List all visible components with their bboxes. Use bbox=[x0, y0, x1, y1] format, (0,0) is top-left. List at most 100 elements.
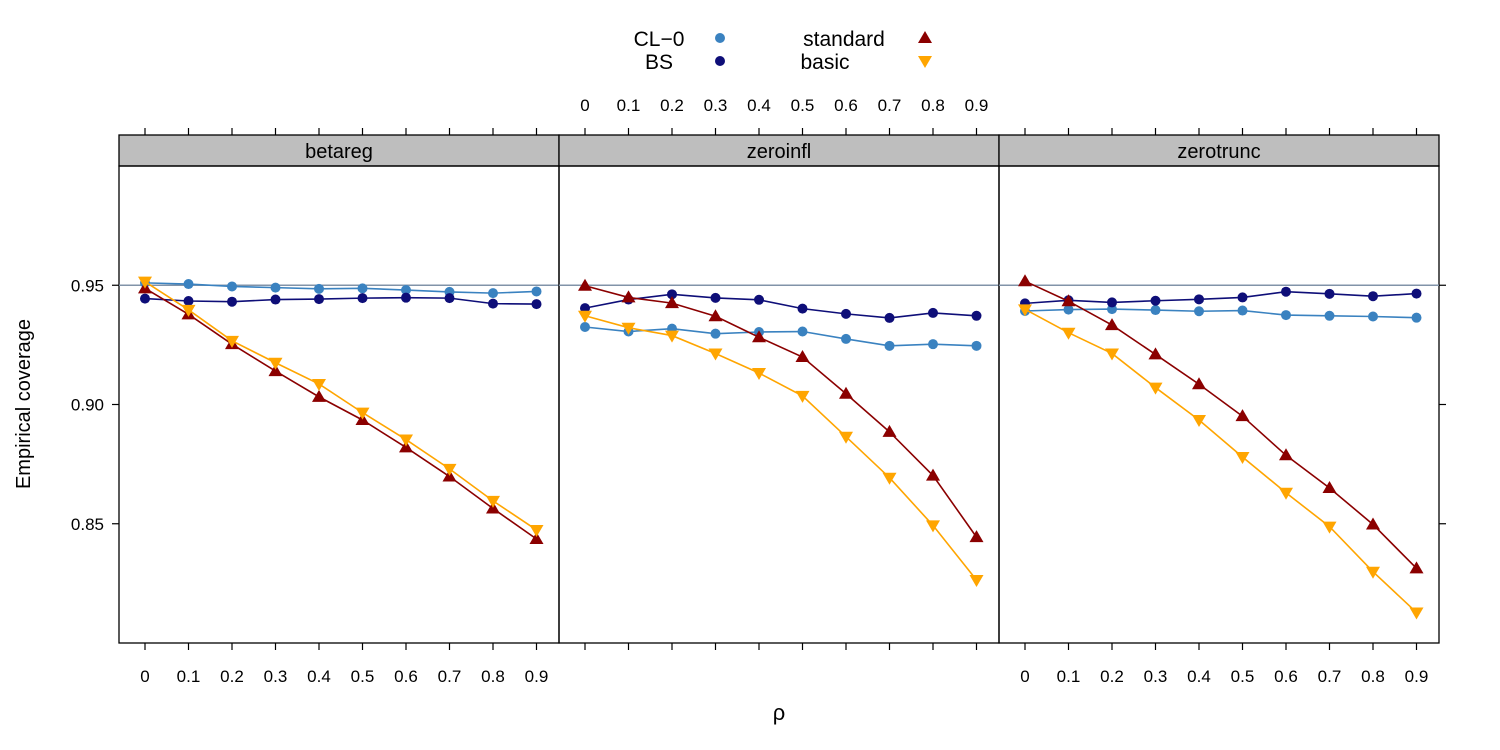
plot-frame-zeroinfl bbox=[558, 165, 1000, 644]
data-point-basic bbox=[486, 495, 500, 508]
series-line-bs bbox=[1024, 290, 1417, 305]
strip-betareg bbox=[118, 134, 560, 167]
data-point-cl0 bbox=[797, 326, 808, 337]
data-point-bs bbox=[580, 303, 590, 314]
series-line-cl0 bbox=[1024, 308, 1417, 319]
x-tick-label: 0.3 bbox=[264, 667, 288, 686]
data-point-basic bbox=[926, 520, 940, 533]
data-point-standard bbox=[1061, 294, 1076, 307]
data-point-bs bbox=[797, 303, 808, 314]
data-point-cl0 bbox=[357, 283, 368, 294]
data-point-cl0 bbox=[1411, 312, 1422, 323]
data-point-bs bbox=[488, 298, 498, 309]
data-point-basic bbox=[1366, 566, 1380, 579]
data-point-basic bbox=[1322, 521, 1337, 534]
x-tick-label: 0 bbox=[140, 667, 149, 686]
data-point-bs bbox=[884, 312, 895, 323]
x-tick-label-top: 0.5 bbox=[791, 96, 815, 115]
x-tick-label-top: 0.6 bbox=[834, 96, 858, 115]
data-point-standard bbox=[882, 424, 897, 437]
data-point-basic bbox=[621, 322, 636, 335]
data-point-cl0 bbox=[1063, 304, 1074, 315]
data-point-basic bbox=[1279, 487, 1293, 500]
x-tick-label: 0.2 bbox=[1100, 667, 1124, 686]
data-point-cl0 bbox=[183, 279, 194, 290]
data-point-standard bbox=[1148, 347, 1163, 360]
x-tick-label: 0.4 bbox=[1187, 667, 1211, 686]
x-tick-label-top: 0.7 bbox=[878, 96, 902, 115]
panel-zeroinfl: zeroinfl 0 0.1 0.2 0.3 0.4 0.5 0.6 0.7 0.8 0.9 bbox=[558, 96, 1000, 650]
data-point-cl0 bbox=[841, 333, 851, 344]
data-point-bs bbox=[444, 293, 455, 304]
data-point-basic bbox=[355, 407, 370, 420]
data-point-standard bbox=[795, 350, 810, 363]
y-tick-label: 0.90 bbox=[71, 396, 104, 415]
data-point-bs bbox=[357, 293, 368, 304]
data-point-basic bbox=[1409, 607, 1424, 620]
series-line-standard bbox=[584, 284, 978, 538]
data-point-cl0 bbox=[314, 283, 324, 294]
data-point-standard bbox=[1279, 448, 1293, 461]
data-point-basic bbox=[268, 357, 283, 370]
x-tick-label: 0.6 bbox=[1274, 667, 1298, 686]
data-point-basic bbox=[181, 304, 196, 317]
data-point-bs bbox=[1368, 291, 1378, 302]
data-point-basic bbox=[839, 431, 853, 444]
data-point-standard bbox=[926, 468, 940, 481]
series-line-standard bbox=[1024, 280, 1418, 569]
legend-label-bs: BS bbox=[645, 51, 673, 74]
data-point-standard bbox=[1322, 480, 1337, 493]
series-line-basic bbox=[584, 315, 978, 581]
x-tick-label: 0.2 bbox=[220, 667, 244, 686]
y-tick-label: 0.95 bbox=[71, 276, 104, 295]
x-tick-label: 0.7 bbox=[438, 667, 462, 686]
data-point-standard bbox=[665, 296, 679, 309]
data-point-bs bbox=[401, 292, 411, 303]
data-point-standard bbox=[1409, 561, 1424, 574]
data-point-standard bbox=[969, 530, 984, 543]
strip-zerotrunc bbox=[998, 134, 1440, 167]
data-point-cl0 bbox=[1237, 305, 1248, 316]
data-point-cl0 bbox=[580, 321, 590, 332]
x-tick-label-top: 0.4 bbox=[747, 96, 771, 115]
data-point-bs bbox=[1411, 288, 1422, 299]
x-tick-label: 0.4 bbox=[307, 667, 331, 686]
data-point-cl0 bbox=[1150, 305, 1161, 316]
data-point-basic bbox=[795, 390, 810, 403]
data-point-cl0 bbox=[227, 281, 237, 292]
x-tick-label: 0.5 bbox=[351, 667, 375, 686]
data-point-basic bbox=[578, 310, 592, 323]
data-point-standard bbox=[752, 330, 766, 343]
data-point-standard bbox=[621, 290, 636, 303]
data-point-standard bbox=[1235, 409, 1250, 422]
data-point-bs bbox=[1324, 288, 1335, 299]
data-point-cl0 bbox=[928, 339, 938, 350]
x-tick-label-top: 0.8 bbox=[921, 96, 945, 115]
x-tick-label: 0.6 bbox=[394, 667, 418, 686]
data-point-cl0 bbox=[531, 286, 542, 297]
data-point-standard bbox=[268, 364, 283, 377]
data-point-standard bbox=[1366, 517, 1380, 530]
y-axis: 0.85 0.90 0.95 bbox=[71, 276, 1446, 534]
data-point-cl0 bbox=[1324, 310, 1335, 321]
data-point-cl0 bbox=[884, 340, 895, 351]
data-point-bs bbox=[227, 296, 237, 307]
data-point-basic bbox=[1148, 382, 1163, 395]
data-point-standard bbox=[529, 532, 544, 545]
data-point-cl0 bbox=[401, 285, 411, 296]
data-point-bs bbox=[314, 294, 324, 305]
x-tick-label: 0 bbox=[1020, 667, 1029, 686]
x-tick-label: 0.8 bbox=[481, 667, 505, 686]
plot-frame-betareg bbox=[118, 165, 560, 644]
data-point-basic bbox=[1235, 451, 1250, 464]
x-tick-label: 0.5 bbox=[1231, 667, 1255, 686]
data-point-bs bbox=[971, 310, 982, 321]
data-point-basic bbox=[442, 463, 457, 476]
data-point-bs bbox=[1107, 297, 1117, 308]
x-tick-label: 0.1 bbox=[1057, 667, 1081, 686]
data-point-basic bbox=[969, 575, 984, 588]
data-point-bs bbox=[1194, 294, 1204, 305]
legend-marker-standard bbox=[918, 31, 932, 43]
series-line-standard bbox=[144, 287, 537, 540]
